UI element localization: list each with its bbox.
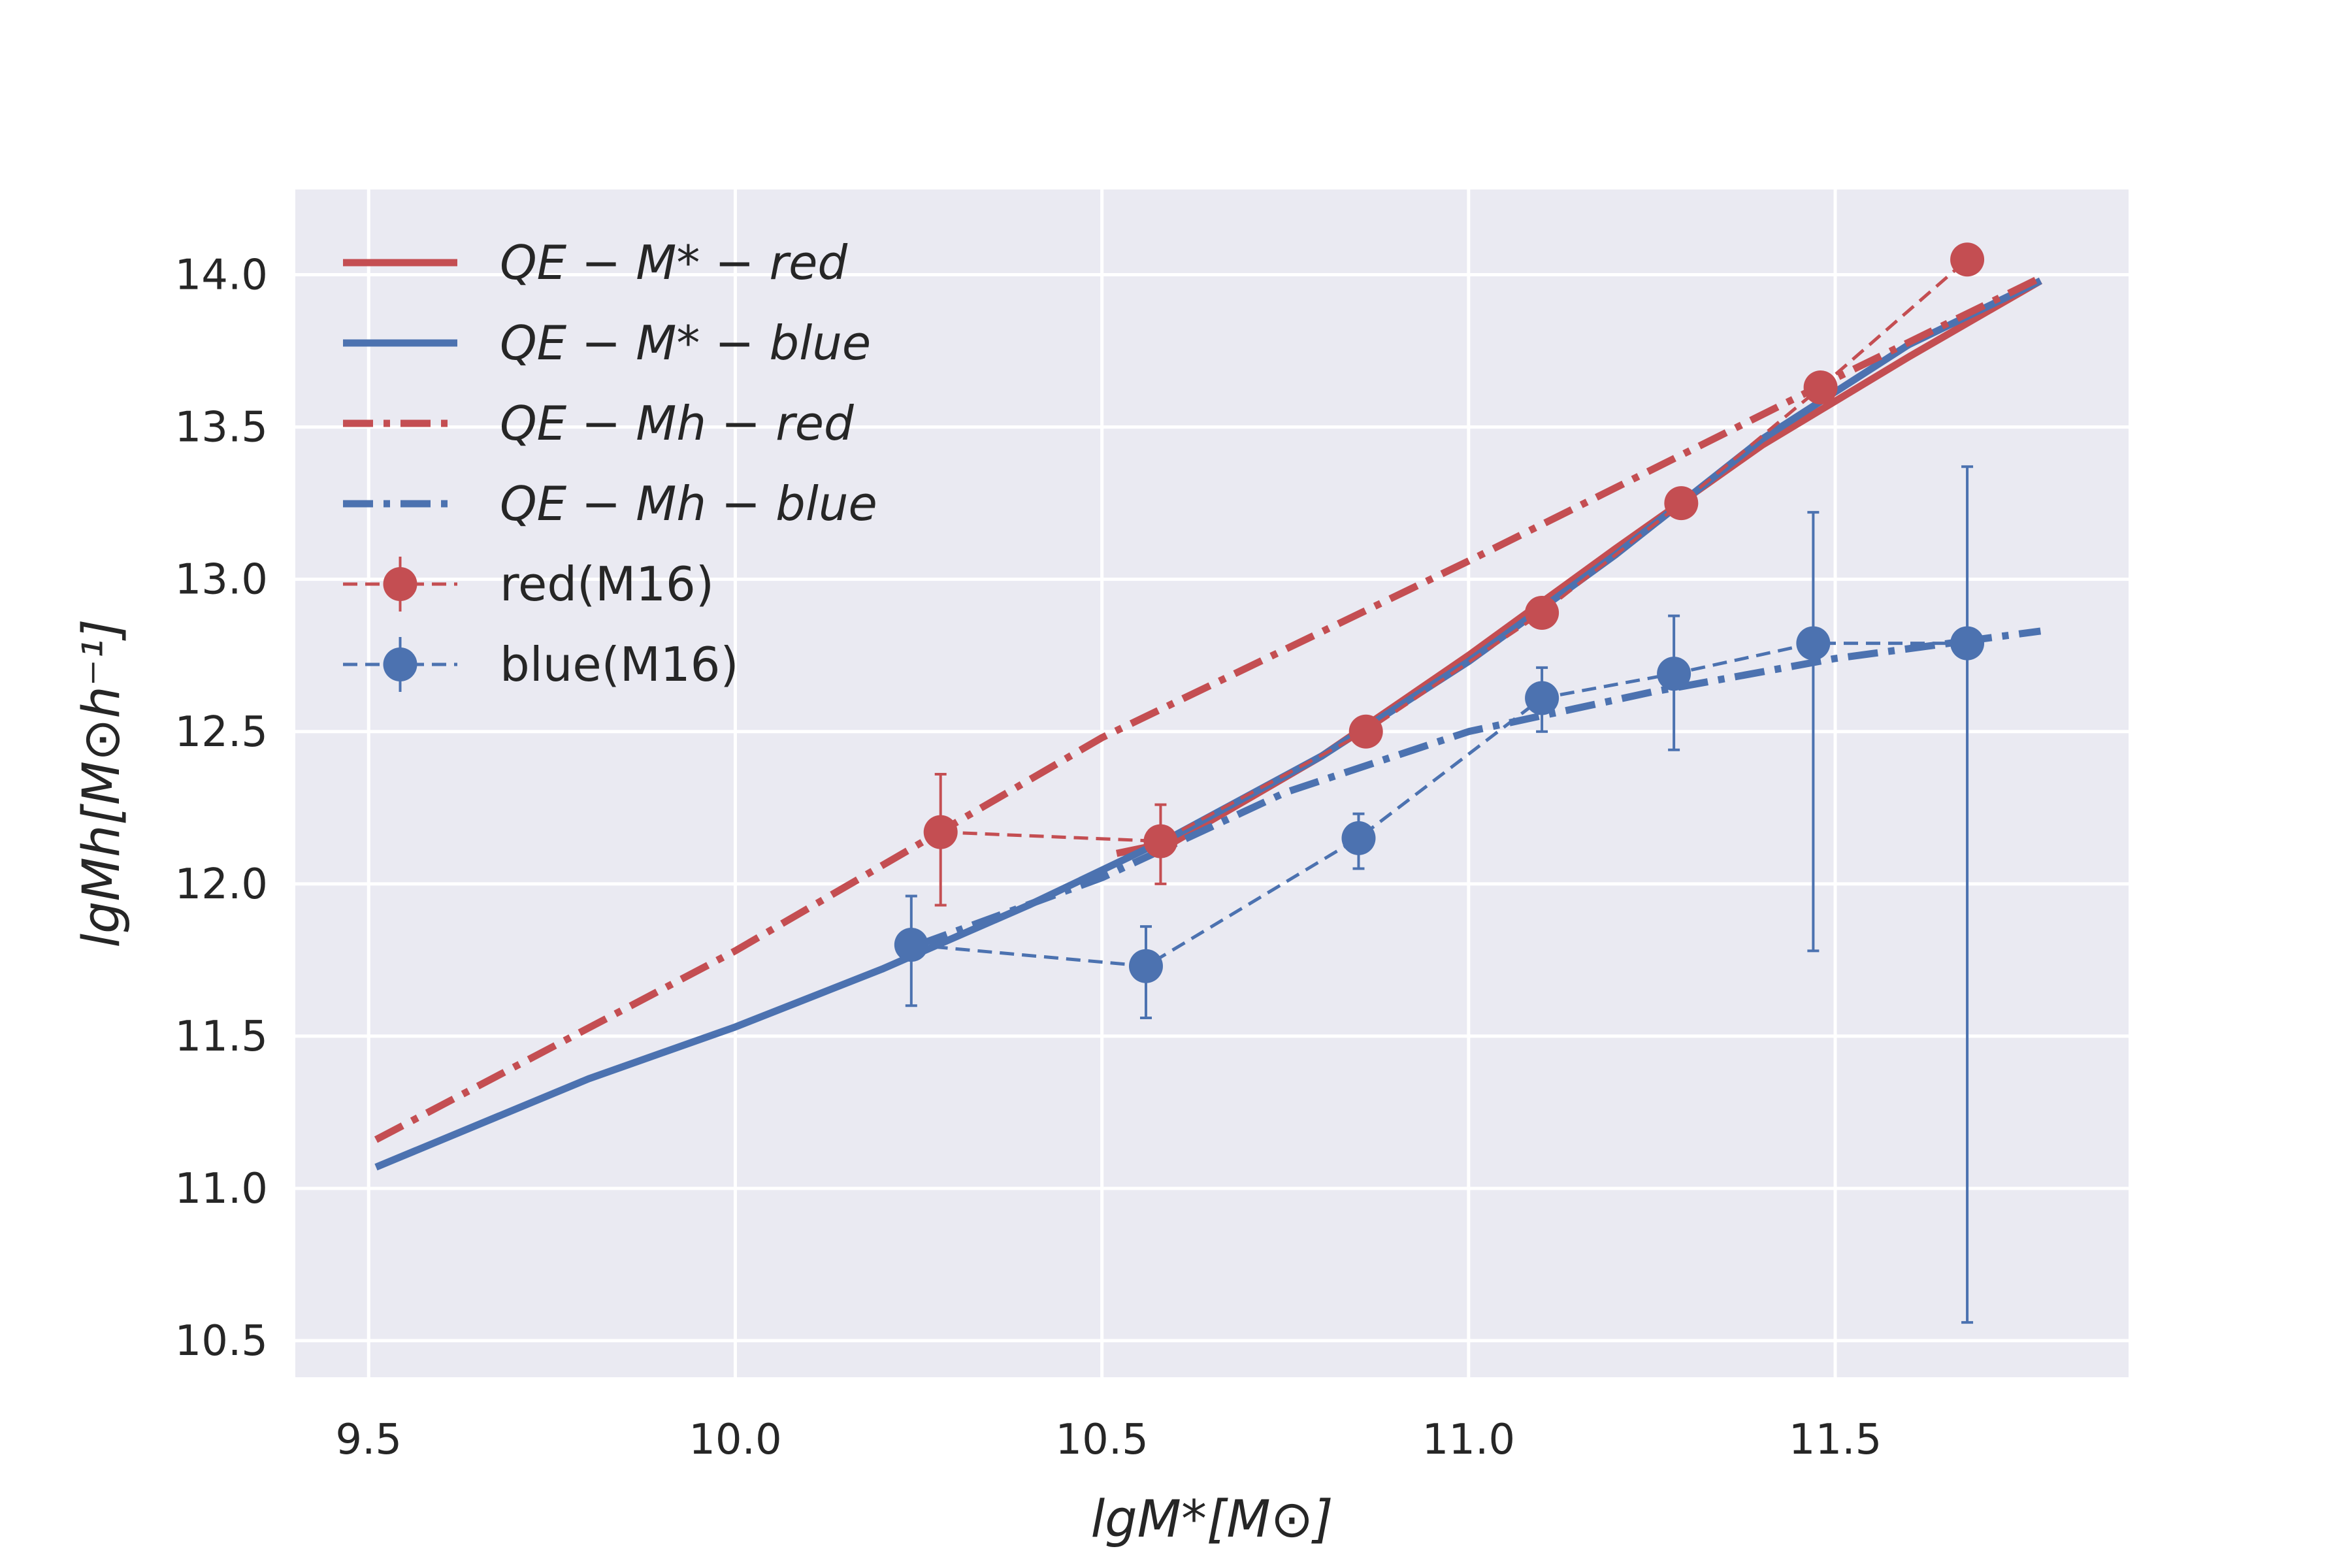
y-tick-label: 11.0 [175, 1165, 269, 1213]
y-axis-label: lgMh[M⊙h⁻¹] [73, 619, 131, 947]
data-point [894, 928, 928, 962]
series-line [374, 274, 2042, 1143]
y-tick-label: 14.0 [175, 252, 269, 300]
data-point [1950, 626, 1985, 661]
x-tick-label: 11.0 [1422, 1416, 1516, 1464]
series-line [917, 627, 2042, 949]
data-point [923, 815, 958, 849]
y-tick-label: 13.5 [175, 404, 269, 452]
y-tick-label: 13.0 [175, 556, 269, 604]
x-tick-label: 11.5 [1789, 1416, 1882, 1464]
data-point [1525, 595, 1560, 630]
legend: QE − M* − red QE − M* − blue QE − Mh − red… [343, 235, 877, 692]
data-point [1525, 681, 1560, 715]
x-tick-label: 9.5 [335, 1416, 402, 1464]
y-tick-label: 11.5 [175, 1013, 269, 1061]
data-point [1664, 486, 1699, 521]
legend-label: blue(M16) [500, 637, 739, 692]
x-tick-label: 10.0 [689, 1416, 782, 1464]
x-axis-label: lgM*[M⊙] [1091, 1490, 1333, 1549]
data-point [1348, 714, 1383, 749]
x-tick-label: 10.5 [1055, 1416, 1149, 1464]
data-point [1341, 821, 1376, 855]
legend-label: QE − M* − blue [500, 316, 871, 370]
legend-label: QE − Mh − blue [500, 476, 877, 531]
data-point [1128, 949, 1163, 983]
data-point [1803, 370, 1838, 404]
series-points [894, 242, 1985, 1324]
legend-label: QE − Mh − red [500, 396, 855, 451]
legend-marker [383, 567, 417, 601]
y-tick-label: 12.0 [175, 860, 269, 909]
data-point [1950, 242, 1985, 277]
x-tick-labels: 9.5 10.0 10.5 11.0 11.5 [335, 1416, 1882, 1464]
legend-label: QE − M* − red [500, 235, 848, 290]
y-tick-label: 10.5 [175, 1317, 269, 1365]
data-point [1143, 824, 1178, 858]
legend-marker [383, 647, 417, 681]
grid [295, 189, 2129, 1377]
y-tick-labels: 10.5 11.0 11.5 12.0 12.5 13.0 13.5 14.0 [175, 252, 269, 1366]
legend-label: red(M16) [500, 557, 714, 612]
data-point [1796, 626, 1831, 661]
y-tick-label: 12.5 [175, 708, 269, 757]
data-point [1657, 657, 1691, 691]
